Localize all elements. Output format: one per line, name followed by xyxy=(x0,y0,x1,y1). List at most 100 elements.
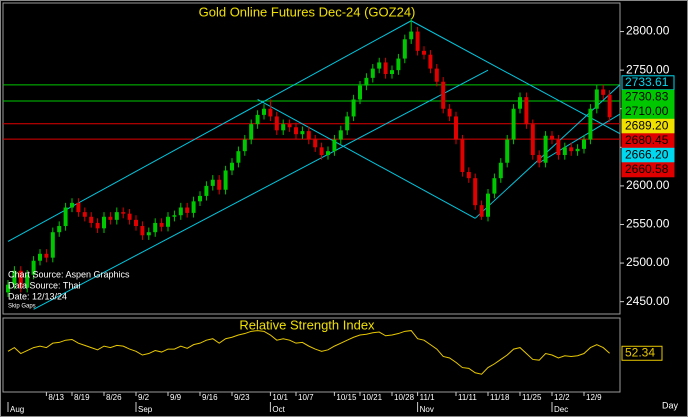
candle-body xyxy=(178,207,183,216)
x-tick-label: 8/19 xyxy=(74,393,90,402)
candle-body xyxy=(550,135,554,140)
candle-body xyxy=(50,232,55,258)
candle-body xyxy=(223,170,228,190)
candle-body xyxy=(70,202,74,208)
candle-body xyxy=(191,201,196,213)
candle-body xyxy=(460,139,465,173)
x-tick-label: 9/2 xyxy=(138,393,150,402)
x-tick-label: 12/2 xyxy=(554,393,570,402)
candle-body xyxy=(364,77,369,86)
price-plot xyxy=(3,18,620,310)
source-text: Date: 12/13/24 xyxy=(8,291,67,301)
y-tick-label: 2450.00 xyxy=(626,294,670,308)
candle-body xyxy=(358,85,362,100)
candle-body xyxy=(428,54,433,69)
candle-body xyxy=(370,68,375,78)
candle-body xyxy=(89,216,94,223)
source-text: Data Source: Thai xyxy=(8,280,80,290)
level-label: 2660.58 xyxy=(625,162,669,176)
candle-body xyxy=(505,139,510,163)
price-panel xyxy=(2,2,621,315)
trendline xyxy=(538,113,620,164)
candle-body xyxy=(447,108,452,117)
month-label: Nov xyxy=(420,405,434,414)
candle-body xyxy=(377,62,382,69)
candle-body xyxy=(332,139,337,152)
level-label: 2689.20 xyxy=(625,118,669,132)
candle-body xyxy=(204,185,209,196)
candle-body xyxy=(236,151,241,163)
rsi-title: Relative Strength Index xyxy=(239,317,375,332)
candle-body xyxy=(319,147,324,156)
candle-body xyxy=(511,108,516,140)
candle-body xyxy=(31,260,36,275)
y-tick-label: 2600.00 xyxy=(626,178,670,192)
candle-body xyxy=(249,124,254,140)
level-label: 2680.45 xyxy=(625,133,669,147)
candle-body xyxy=(345,116,350,131)
candle-body xyxy=(102,216,106,229)
candle-body xyxy=(82,212,87,217)
x-tick-label: 11/1 xyxy=(420,393,436,402)
candle-body xyxy=(262,108,266,115)
candle-body xyxy=(454,116,458,140)
y-tick-label: 2550.00 xyxy=(626,217,670,231)
candle-body xyxy=(114,212,119,220)
candle-body xyxy=(601,89,606,95)
candle-body xyxy=(492,178,497,194)
y-tick-label: 2750.00 xyxy=(626,62,670,76)
candle-body xyxy=(402,39,407,59)
x-tick-label: 10/15 xyxy=(336,393,357,402)
candle-body xyxy=(607,94,612,118)
candle-body xyxy=(146,232,151,236)
candle-body xyxy=(524,97,529,125)
candle-body xyxy=(38,253,42,261)
candle-body xyxy=(466,172,471,179)
candle-body xyxy=(6,284,10,293)
candle-body xyxy=(274,116,279,131)
x-tick-label: 8/26 xyxy=(106,393,122,402)
candle-body xyxy=(351,99,356,117)
candle-body xyxy=(434,68,439,82)
x-tick-label: 11/11 xyxy=(458,393,477,402)
candle-body xyxy=(108,216,113,220)
level-label: 2666.20 xyxy=(625,147,669,161)
candle-body xyxy=(217,179,222,190)
candle-body xyxy=(473,178,478,206)
x-tick-label: 11/18 xyxy=(490,393,510,402)
candle-body xyxy=(95,222,100,229)
candle-body xyxy=(76,202,81,213)
candle-body xyxy=(530,124,535,156)
candle-body xyxy=(287,124,292,128)
x-axis-label: Day xyxy=(662,400,679,410)
candle-body xyxy=(166,216,170,227)
candle-body xyxy=(537,155,542,163)
candle-body xyxy=(326,151,330,156)
rsi-plot xyxy=(7,330,610,375)
candle-body xyxy=(12,270,17,285)
candle-body xyxy=(25,274,30,288)
candle-body xyxy=(383,62,388,74)
candle-body xyxy=(313,139,318,148)
gaps-note: Skip Gaps xyxy=(8,304,36,310)
chart-title: Gold Online Futures Dec-24 (GOZ24) xyxy=(199,4,416,19)
month-label: Sep xyxy=(138,405,153,414)
candle-body xyxy=(562,147,567,156)
rsi-line xyxy=(7,330,610,375)
candle-body xyxy=(582,139,586,149)
candle-body xyxy=(518,97,522,109)
trendline xyxy=(33,69,489,310)
level-label: 2710.00 xyxy=(625,104,669,118)
candle-body xyxy=(57,226,62,233)
candle-body xyxy=(185,207,190,213)
candle-body xyxy=(569,147,574,152)
rsi-panel xyxy=(2,317,621,393)
candle-body xyxy=(198,195,202,202)
candle-body xyxy=(543,135,548,163)
candle-body xyxy=(159,222,164,227)
candle-body xyxy=(594,89,599,109)
candle-body xyxy=(422,50,426,55)
x-tick-label: 12/9 xyxy=(586,393,602,402)
x-tick-label: 10/28 xyxy=(394,393,415,402)
